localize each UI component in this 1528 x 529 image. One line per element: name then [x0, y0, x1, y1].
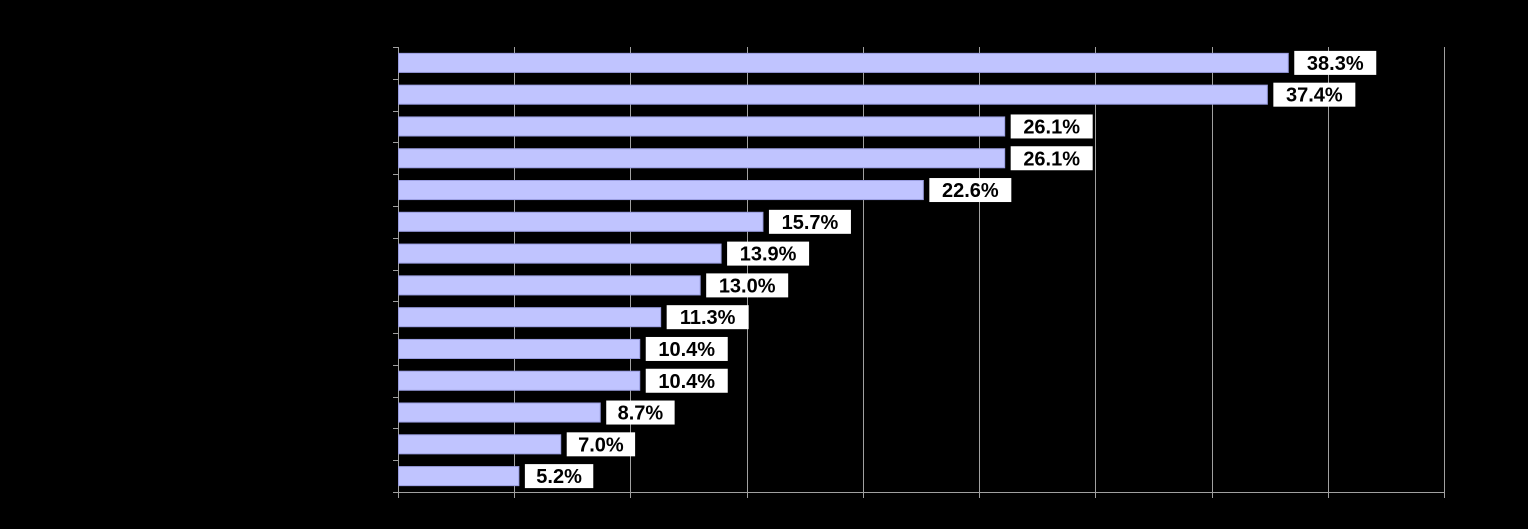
data-label: 10.4%	[658, 339, 715, 361]
data-label: 22.6%	[942, 180, 999, 202]
data-label-box	[768, 209, 851, 234]
bar	[398, 466, 520, 487]
data-label: 10.4%	[658, 371, 715, 393]
bar	[398, 402, 601, 423]
data-label: 7.0%	[578, 434, 624, 456]
data-label-box	[666, 305, 749, 330]
bar	[398, 148, 1006, 169]
data-label: 37.4%	[1286, 85, 1343, 107]
data-label-box	[706, 273, 789, 298]
data-label: 15.7%	[782, 212, 839, 234]
bar	[398, 211, 764, 232]
data-label-box	[1294, 50, 1377, 75]
bar	[398, 243, 722, 264]
data-label-box	[645, 336, 728, 361]
data-label-box	[1010, 146, 1093, 171]
bar	[398, 275, 701, 296]
data-label: 8.7%	[618, 403, 664, 425]
bar	[398, 434, 562, 455]
data-label-box	[524, 464, 594, 489]
data-label: 5.2%	[536, 466, 582, 488]
data-label-box	[1273, 82, 1356, 107]
data-label: 13.0%	[719, 275, 776, 297]
data-label-box	[566, 432, 636, 457]
data-label: 13.9%	[740, 244, 797, 266]
bar	[398, 370, 641, 391]
data-label: 38.3%	[1307, 53, 1364, 75]
data-label: 26.1%	[1023, 116, 1080, 138]
data-label-box	[606, 400, 675, 425]
bar	[398, 307, 662, 328]
bar	[398, 52, 1289, 73]
bar	[398, 338, 641, 359]
data-label-box	[929, 178, 1012, 203]
data-label-box	[727, 241, 810, 266]
data-label: 26.1%	[1023, 148, 1080, 170]
data-label-box	[645, 368, 728, 393]
data-label-box	[1010, 114, 1093, 139]
bar	[398, 84, 1268, 105]
bar	[398, 116, 1006, 137]
bar	[398, 180, 924, 201]
data-label: 11.3%	[680, 307, 736, 329]
